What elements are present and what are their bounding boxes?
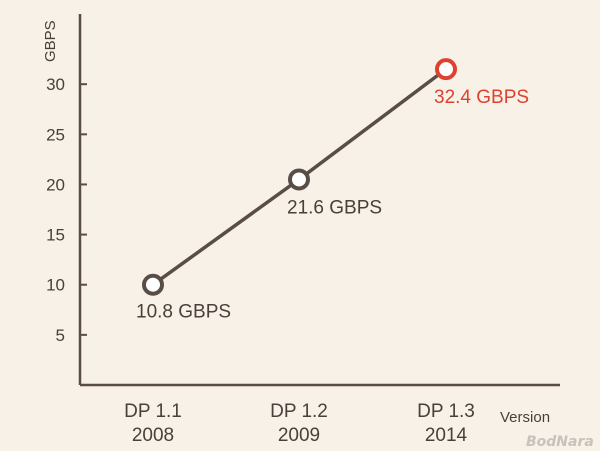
x-axis-labels: DP 1.1 2008 DP 1.2 2009 DP 1.3 2014 <box>124 401 475 446</box>
y-tick-label: 20 <box>46 175 65 194</box>
data-label: 10.8 GBPS <box>136 302 231 323</box>
data-point <box>142 273 164 296</box>
y-tick-label: 30 <box>46 75 65 94</box>
watermark-logo: BodNara <box>526 434 594 450</box>
x-axis-title: Version <box>500 409 550 426</box>
y-tick-label: 25 <box>46 125 65 144</box>
y-tick-label: 10 <box>46 276 65 295</box>
y-axis-title: GBPS <box>42 20 59 62</box>
data-point <box>288 168 310 191</box>
x-category-label: DP 1.1 2008 <box>124 401 182 446</box>
data-label: 21.6 GBPS <box>287 197 382 218</box>
data-point <box>435 58 457 81</box>
axes <box>78 14 560 387</box>
series-layer: 10.8 GBPS 21.6 GBPS 32.4 GBPS <box>136 58 529 323</box>
y-axis-ticks: 5 10 15 20 25 30 <box>46 75 87 345</box>
data-label: 32.4 GBPS <box>434 87 529 108</box>
x-category-label: DP 1.2 2009 <box>270 401 328 446</box>
y-tick-label: 5 <box>56 326 65 345</box>
y-tick-label: 15 <box>46 226 65 245</box>
x-category-label: DP 1.3 2014 <box>417 401 475 446</box>
